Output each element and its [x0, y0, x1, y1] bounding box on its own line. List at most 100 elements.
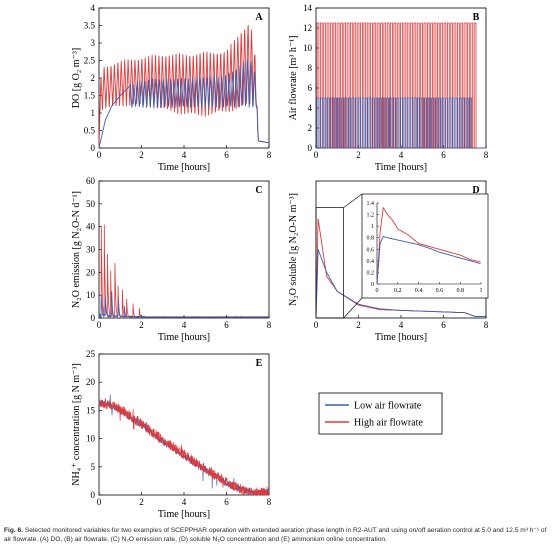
- y-tick-label: 0.5: [84, 126, 96, 136]
- inset-frame: [361, 193, 489, 299]
- x-tick-label: 0: [314, 150, 319, 160]
- series-low-line: [98, 291, 270, 318]
- y-tick-label: 3.5: [84, 21, 96, 31]
- x-tick-label: 8: [267, 497, 272, 507]
- legend-frame: [318, 392, 443, 435]
- inset-series-low: [376, 236, 481, 285]
- legend: Low air flowrate High air flowrate: [318, 392, 443, 435]
- y-tick-label: 20: [86, 267, 96, 277]
- y-tick-label: 15: [86, 405, 96, 415]
- y-axis-label: Air flowrate [m³ h⁻¹]: [288, 36, 299, 121]
- panel-A: 0 2 4 6 8 0 0.5 1 1.5 2 2.5 3 3.5 4 Time [hours] DO [g …: [71, 3, 272, 173]
- x-tick-label: 8: [484, 150, 489, 160]
- y-tick-label: 3: [91, 38, 96, 48]
- inset-plot: 0 0.2 0.4 0.6 0.8 1 0 0.2 0.4 0.6 0.8 1 1.2 1.4: [367, 201, 483, 294]
- x-tick-label: 8: [267, 150, 272, 160]
- plot-frame: [98, 353, 270, 496]
- x-tick-label: 0: [97, 497, 102, 507]
- x-tick-label: 2: [139, 150, 144, 160]
- x-tick-label: 6: [224, 150, 229, 160]
- x-axis-label: Time [hours]: [375, 162, 427, 173]
- caption-text: Selected monitored variables for two exa…: [4, 527, 547, 543]
- panel-letter: C: [255, 185, 262, 196]
- x-tick-label: 4: [182, 320, 187, 330]
- y-tick-label: 2: [308, 123, 313, 133]
- series-low-line: [98, 58, 270, 149]
- y-tick-label: 2.5: [84, 56, 96, 66]
- y-tick-label: 50: [86, 199, 96, 209]
- x-tick-label: 2: [139, 320, 144, 330]
- y-tick-label: 8: [308, 63, 313, 73]
- zoom-region: [315, 207, 344, 319]
- legend-label: Low air flowrate: [354, 401, 422, 412]
- y-tick-label: 2: [91, 73, 96, 83]
- y-tick-label: 0: [308, 143, 313, 153]
- inset-y-tick-label: 1: [371, 224, 374, 230]
- y-tick-label: 5: [91, 462, 96, 472]
- panel-D: 0 2 4 6 8 Time [hours] N₂O soluble [g N₂O-N m⁻…: [288, 180, 489, 343]
- x-tick-label: 6: [224, 320, 229, 330]
- x-tick-label: 2: [356, 150, 361, 160]
- inset-x-tick-label: 0.8: [456, 288, 464, 294]
- y-tick-label: 0: [91, 490, 96, 500]
- x-axis-label: Time [hours]: [375, 332, 427, 343]
- x-tick-label: 0: [97, 150, 102, 160]
- panel-E: 0 2 4 6 8 0 5 10 15 20 25 Time [hours] NH₄⁺ concentr…: [71, 349, 272, 520]
- y-tick-label: 1.5: [84, 91, 96, 101]
- x-tick-label: 0: [314, 320, 319, 330]
- inset-y-tick-label: 0.4: [367, 259, 375, 265]
- y-tick-label: 10: [86, 434, 96, 444]
- y-tick-label: 12: [303, 23, 312, 33]
- x-tick-label: 0: [97, 320, 102, 330]
- y-tick-label: 0: [91, 143, 96, 153]
- y-tick-label: 10: [86, 290, 96, 300]
- x-tick-label: 6: [441, 320, 446, 330]
- y-tick-label: 25: [86, 349, 96, 359]
- y-axis-label: NH₄⁺ concentration [g N m⁻³]: [71, 363, 82, 486]
- y-tick-label: 40: [86, 222, 96, 232]
- panel-B: 0 2 4 6 8 0 2 4 6 8 10 12 14 Time [hours] Air flowrate…: [288, 3, 489, 173]
- x-tick-label: 2: [139, 497, 144, 507]
- panel-C: 0 2 4 6 8 0 10 20 30 40 50 60 Time [hours] N₂O emissi…: [71, 176, 272, 343]
- inset-y-tick-label: 0.2: [367, 270, 375, 276]
- x-tick-label: 4: [399, 150, 404, 160]
- y-tick-label: 20: [86, 377, 96, 387]
- plot-frame: [98, 180, 270, 319]
- figure-caption: Fig. 6. Selected monitored variables for…: [4, 526, 552, 544]
- legend-label: High air flowrate: [354, 418, 423, 429]
- inset-y-tick-label: 0: [371, 282, 374, 288]
- figure-canvas: 0 2 4 6 8 0 0.5 1 1.5 2 2.5 3 3.5 4 Time [hours] DO [g …: [71, 3, 489, 520]
- panel-letter: A: [255, 12, 263, 23]
- x-axis-label: Time [hours]: [158, 162, 210, 173]
- panel-letter: D: [472, 185, 479, 196]
- x-tick-label: 4: [182, 150, 187, 160]
- inset-series-high: [376, 207, 481, 285]
- y-axis-label: DO [g O₂ m⁻³]: [71, 48, 82, 108]
- series-high-line: [98, 24, 270, 149]
- x-tick-label: 4: [399, 320, 404, 330]
- inset-y-tick-label: 0.6: [367, 247, 375, 253]
- inset-y-tick-label: 0.8: [367, 236, 375, 242]
- y-tick-label: 4: [91, 3, 96, 13]
- x-tick-label: 2: [356, 320, 361, 330]
- x-axis-label: Time [hours]: [158, 332, 210, 343]
- inset-x-tick-label: 0.6: [436, 288, 444, 294]
- y-tick-label: 4: [308, 103, 313, 113]
- x-tick-label: 8: [267, 320, 272, 330]
- y-tick-label: 10: [303, 43, 313, 53]
- zoom-connector: [343, 297, 363, 319]
- series-low-line: [316, 97, 486, 149]
- inset-x-tick-label: 0: [376, 288, 379, 294]
- y-axis-label: N₂O emission [g N₂O-N d⁻¹]: [71, 191, 82, 308]
- x-tick-label: 8: [484, 320, 489, 330]
- inset-x-tick-label: 0.4: [415, 288, 423, 294]
- inset-y-tick-label: 1.4: [367, 201, 375, 207]
- caption-label: Fig. 6.: [4, 527, 24, 534]
- series-high-line: [98, 398, 270, 496]
- y-tick-label: 30: [86, 245, 96, 255]
- x-tick-label: 4: [182, 497, 187, 507]
- y-tick-label: 0: [91, 313, 96, 323]
- y-tick-label: 60: [86, 176, 96, 186]
- zoom-connector: [343, 193, 363, 208]
- panel-letter: B: [473, 12, 480, 23]
